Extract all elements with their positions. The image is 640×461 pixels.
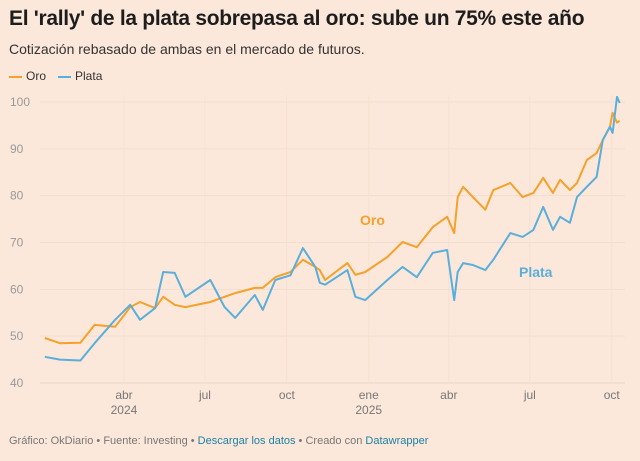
x-tick-year-label: 2024	[111, 403, 138, 417]
x-tick-label: jul	[523, 388, 536, 402]
series-line-plata	[44, 95, 621, 362]
annotation-plata: Plata	[519, 264, 553, 280]
y-tick-label: 40	[10, 376, 24, 390]
download-data-link[interactable]: Descargar los datos	[197, 435, 296, 447]
x-tick-label: ene	[359, 388, 379, 402]
footer: Gráfico: OkDiario • Fuente: Investing • …	[9, 435, 428, 447]
chart-title: El 'rally' de la plata sobrepasa al oro:…	[9, 7, 585, 30]
y-tick-label: 100	[10, 95, 30, 109]
legend-label-plata: Plata	[75, 69, 103, 83]
legend-label-oro: Oro	[26, 69, 47, 83]
legend-swatch-oro	[9, 75, 22, 78]
chart-subtitle: Cotización rebasado de ambas en el merca…	[9, 41, 365, 57]
y-tick-label: 70	[10, 236, 24, 250]
legend: Oro Plata	[9, 69, 102, 83]
legend-item-oro: Oro	[9, 69, 46, 83]
y-tick-label: 60	[10, 282, 24, 296]
x-tick-year-label: 2025	[355, 403, 382, 417]
x-tick-label: jul	[198, 388, 211, 402]
annotation-oro: Oro	[360, 212, 385, 228]
y-tick-label: 80	[10, 189, 24, 203]
series-line-oro	[44, 111, 621, 345]
datawrapper-link[interactable]: Datawrapper	[365, 435, 429, 447]
x-tick-label: oct	[279, 388, 296, 402]
y-tick-label: 90	[10, 142, 24, 156]
x-tick-label: abr	[440, 388, 457, 402]
x-tick-label: oct	[604, 388, 621, 402]
legend-swatch-plata	[58, 75, 72, 78]
x-tick-label: abr	[115, 388, 132, 402]
created-with: • Creado con	[295, 435, 366, 447]
source-credit: Gráfico: OkDiario • Fuente: Investing	[9, 435, 188, 447]
footer-separator: •	[187, 435, 198, 447]
legend-item-plata: Plata	[58, 69, 102, 83]
y-tick-label: 50	[10, 329, 24, 343]
